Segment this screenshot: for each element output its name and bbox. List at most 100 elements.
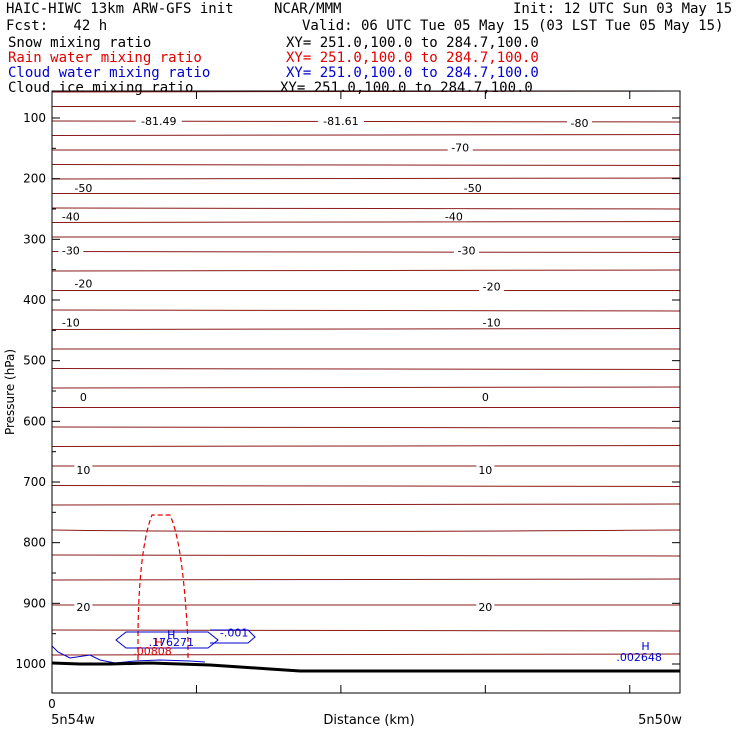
isotherm-label-bg xyxy=(135,114,182,127)
isotherm-label-bg xyxy=(460,180,486,193)
isotherm-line xyxy=(51,368,681,370)
isotherm-label: -81.49 xyxy=(141,115,176,128)
isotherm-label: 10 xyxy=(76,464,90,477)
field-snow-name: Snow mixing ratio xyxy=(8,35,152,51)
field-snow-xy: XY= 251.0,100.0 to 284.7,100.0 xyxy=(286,35,539,51)
y-tick-label: 700 xyxy=(23,475,46,489)
isotherm-line xyxy=(51,503,681,506)
isotherm-line xyxy=(51,485,681,487)
isotherm-label-bg xyxy=(58,315,84,328)
isotherm-label-bg xyxy=(70,276,96,289)
y-tick-label: 200 xyxy=(23,172,46,186)
isotherm-line xyxy=(51,269,681,272)
y-tick-label: 1000 xyxy=(15,657,46,671)
cloud-water-annotation: .002648 xyxy=(616,651,662,664)
cloud-water-annotation: H xyxy=(641,640,649,653)
isotherm-label: -20 xyxy=(483,281,501,294)
isotherm-label-bg xyxy=(479,390,491,403)
field-cloud-water-xy: XY= 251.0,100.0 to 284.7,100.0 xyxy=(286,65,539,81)
isotherm-label: -10 xyxy=(62,316,80,329)
y-tick-label: 300 xyxy=(23,232,46,246)
field-rain-xy: XY= 251.0,100.0 to 284.7,100.0 xyxy=(286,50,539,66)
x-left-location: 5n54w xyxy=(51,713,95,728)
forecast-hour: Fcst: 42 h xyxy=(6,18,108,34)
cloud-water-annotation: .176271 xyxy=(149,636,195,649)
isotherm-line xyxy=(51,177,681,180)
isotherm-label: 0 xyxy=(80,391,87,404)
field-rain-name: Rain water mixing ratio xyxy=(8,50,202,66)
isotherm-line xyxy=(51,653,681,656)
isotherm-label-bg xyxy=(479,315,505,328)
isotherm-line xyxy=(51,207,681,210)
cloud-water-contour xyxy=(115,631,219,649)
x-axis-label: Distance (km) xyxy=(323,713,414,728)
model-title: HAIC-HIWC 13km ARW-GFS init xyxy=(6,1,234,17)
isotherm-label: -30 xyxy=(62,244,80,257)
y-tick-label: 500 xyxy=(23,354,46,368)
y-tick-label: 600 xyxy=(23,414,46,428)
isotherm-label-bg xyxy=(476,599,495,612)
isotherm-label: -10 xyxy=(483,316,501,329)
isotherm-label-bg xyxy=(447,140,473,153)
isotherm-label-bg xyxy=(74,462,93,475)
isotherm-label: 10 xyxy=(478,464,492,477)
isotherm-label-bg xyxy=(453,243,479,256)
isotherm-label-bg xyxy=(58,209,84,222)
isotherm-label-bg xyxy=(74,599,93,612)
isotherm-line xyxy=(51,251,681,253)
temperature-contour-labels: -81.49 -81.61 -80 -70 -50 -50 -40 -40 -30 -30 -20 -… xyxy=(58,114,593,614)
isotherm-label-bg xyxy=(317,114,364,127)
terrain-surface xyxy=(51,661,680,673)
temperature-contours xyxy=(51,90,681,656)
isotherm-label: -80 xyxy=(571,117,589,130)
isotherm-label: -40 xyxy=(445,210,463,223)
isotherm-line xyxy=(51,134,681,136)
isotherm-label-bg xyxy=(58,243,84,256)
isotherm-label: -50 xyxy=(74,182,92,195)
isotherm-label: -81.61 xyxy=(323,115,358,128)
isotherm-label-bg xyxy=(70,180,96,193)
isotherm-label-bg xyxy=(77,390,89,403)
isotherm-line xyxy=(51,309,681,312)
isotherm-line xyxy=(51,426,681,429)
isotherm-line xyxy=(51,221,681,223)
isotherm-line xyxy=(51,578,681,581)
cloud-water-contour-surface xyxy=(51,645,206,664)
y-tick-label: 800 xyxy=(23,536,46,550)
x-tick-start: 0 xyxy=(48,697,56,711)
rain-water-contour xyxy=(137,514,189,660)
isotherm-line xyxy=(51,120,681,123)
y-tick-label: 400 xyxy=(23,293,46,307)
rain-annotation: H xyxy=(155,636,163,649)
isotherm-label-bg xyxy=(476,462,495,475)
isotherm-line xyxy=(51,328,681,330)
isotherm-label: 20 xyxy=(76,601,90,614)
isotherm-line xyxy=(51,386,681,389)
cloud-water-annotation: -.001 xyxy=(220,627,248,640)
isotherm-label: -40 xyxy=(62,210,80,223)
y-tick-label: 900 xyxy=(23,596,46,610)
init-time: Init: 12 UTC Sun 03 May 15 xyxy=(513,1,733,17)
y-axis-label: Pressure (hPa) xyxy=(3,349,17,435)
isotherm-label: -50 xyxy=(464,182,482,195)
isotherm-label-bg xyxy=(441,209,467,222)
isotherm-line xyxy=(51,529,681,532)
cloud-water-contour-right xyxy=(210,629,256,644)
organization-label: NCAR/MMM xyxy=(274,1,342,17)
x-right-location: 5n50w xyxy=(638,713,682,728)
x-axis xyxy=(51,91,631,693)
isotherm-label: -30 xyxy=(457,244,475,257)
plot-frame xyxy=(51,90,681,694)
valid-time: Valid: 06 UTC Tue 05 May 15 (03 LST Tue … xyxy=(302,18,724,34)
cloud-water-annotation: H xyxy=(167,629,175,642)
isotherm-label: 0 xyxy=(482,391,489,404)
isotherm-line xyxy=(51,629,681,632)
rain-annotation: .00808 xyxy=(133,645,172,658)
isotherm-label-bg xyxy=(567,115,593,128)
isotherm-label-bg xyxy=(479,279,505,292)
isotherm-line xyxy=(51,445,681,447)
y-tick-label: 100 xyxy=(23,111,46,125)
